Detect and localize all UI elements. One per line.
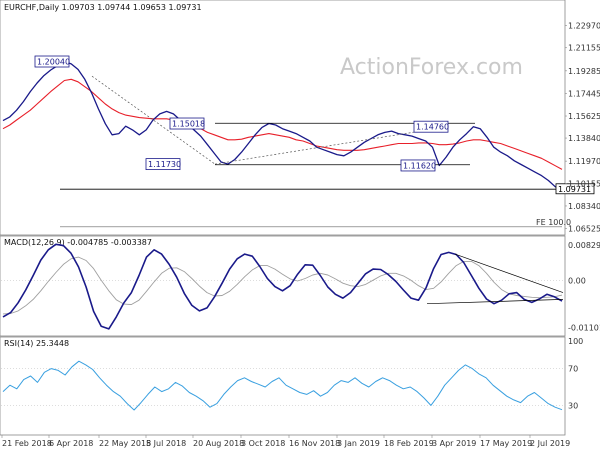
price-ytick-label: 1.15625 xyxy=(568,112,600,121)
svg-text:1.09731: 1.09731 xyxy=(558,185,591,194)
price-ytick-label: 1.08340 xyxy=(568,202,600,211)
price-ytick-label: 1.06525 xyxy=(568,224,600,233)
level-label: 1.15018 xyxy=(169,117,205,130)
moving-average-line xyxy=(2,78,563,170)
dotted-trend-line xyxy=(214,126,449,165)
rsi-line xyxy=(2,360,563,411)
x-axis-label: 22 May 2018 xyxy=(99,439,151,448)
dotted-trend-line xyxy=(91,75,216,165)
x-axis-label: 2 Jul 2019 xyxy=(530,439,570,448)
rsi-ytick-label: 30 xyxy=(568,401,578,410)
x-axis-label: 3 Jan 2019 xyxy=(337,439,380,448)
svg-text:1.15018: 1.15018 xyxy=(172,120,205,129)
x-axis-label: 5 Jul 2018 xyxy=(146,439,186,448)
rsi-ytick-label: 70 xyxy=(568,365,578,374)
price-ytick-label: 1.17445 xyxy=(568,90,600,99)
price-ytick-label: 1.10155 xyxy=(568,180,600,189)
price-panel-title: EURCHF,Daily 1.09703 1.09744 1.09653 1.0… xyxy=(4,3,202,12)
macd-trend-line xyxy=(454,253,564,293)
macd-signal-line xyxy=(2,256,563,315)
x-axis-label: 6 Apr 2018 xyxy=(49,439,93,448)
price-ytick-label: 1.13840 xyxy=(568,134,600,143)
level-label: 1.20040 xyxy=(34,55,70,68)
x-axis-label: 18 Feb 2019 xyxy=(384,439,434,448)
price-line xyxy=(2,60,563,190)
price-ytick-label: 1.21155 xyxy=(568,44,600,53)
x-axis-label: 21 Feb 2018 xyxy=(2,439,52,448)
macd-panel-title: MACD(12,26,9) -0.004785 -0.003387 xyxy=(4,238,152,247)
macd-line xyxy=(2,243,563,330)
x-axis-label: 3 Oct 2018 xyxy=(241,439,285,448)
x-axis-label: 20 Aug 2018 xyxy=(193,439,244,448)
svg-text:1.11620: 1.11620 xyxy=(403,161,436,170)
last-price-label: 1.09731 xyxy=(555,183,595,195)
macd-ytick-label: -0.011015 xyxy=(568,324,600,333)
x-axis-label: 17 May 2019 xyxy=(480,439,532,448)
svg-text:1.20040: 1.20040 xyxy=(37,58,70,67)
rsi-panel-title: RSI(14) 25.3448 xyxy=(4,339,69,348)
rsi-ytick-label: 100 xyxy=(568,337,583,346)
macd-ytick-label: 0.00 xyxy=(568,277,586,286)
x-axis-label: 3 Apr 2019 xyxy=(432,439,476,448)
macd-trend-line xyxy=(426,299,564,305)
level-label: 1.14760 xyxy=(413,120,449,133)
macd-ytick-label: 0.008292 xyxy=(568,241,600,250)
macd-panel xyxy=(0,235,566,337)
fe-100-label: FE 100.0 xyxy=(536,218,571,227)
svg-text:1.11730: 1.11730 xyxy=(148,160,181,169)
price-ytick-label: 1.19285 xyxy=(568,67,600,76)
price-ytick-label: 1.22970 xyxy=(568,21,600,30)
price-ytick-label: 1.11970 xyxy=(568,157,600,166)
rsi-panel xyxy=(0,336,566,436)
svg-text:1.14760: 1.14760 xyxy=(416,123,449,132)
price-panel xyxy=(0,0,566,236)
x-axis-label: 16 Nov 2018 xyxy=(289,439,340,448)
watermark-text: ActionForex.com xyxy=(340,55,523,80)
level-label: 1.11620 xyxy=(400,159,436,172)
level-label: 1.11730 xyxy=(145,158,181,171)
